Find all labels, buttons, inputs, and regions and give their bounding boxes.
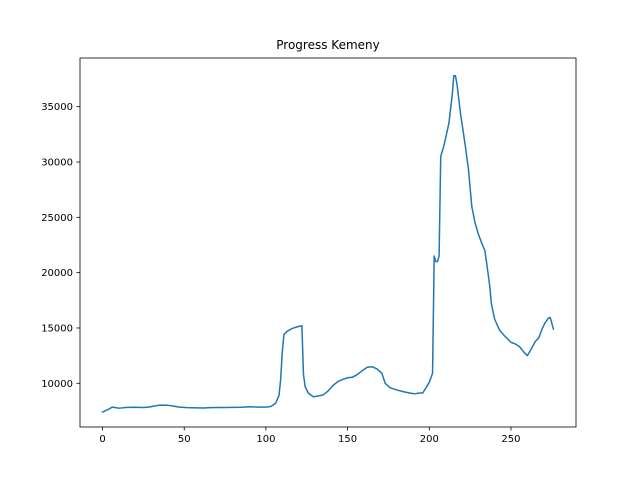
chart-title: Progress Kemeny (276, 38, 379, 52)
x-tick-label: 100 (256, 434, 275, 445)
x-tick-label: 0 (99, 434, 105, 445)
x-tick-label: 200 (420, 434, 439, 445)
y-tick-label: 10000 (41, 379, 73, 390)
y-tick-label: 25000 (41, 213, 73, 224)
series-line (101, 74, 555, 414)
x-axis: 0 50 100 150 200 250 (99, 427, 521, 445)
x-tick-label: 50 (178, 434, 191, 445)
x-tick-label: 150 (338, 434, 357, 445)
y-tick-label: 20000 (41, 268, 73, 279)
y-tick-label: 35000 (41, 102, 73, 113)
x-tick-label: 250 (501, 434, 520, 445)
series-layer (101, 74, 555, 414)
y-axis: 10000 15000 20000 25000 30000 35000 (41, 102, 80, 390)
y-tick-label: 30000 (41, 158, 73, 169)
plot-area (80, 58, 576, 427)
plot-frame (79, 57, 577, 428)
y-tick-label: 15000 (41, 323, 73, 334)
